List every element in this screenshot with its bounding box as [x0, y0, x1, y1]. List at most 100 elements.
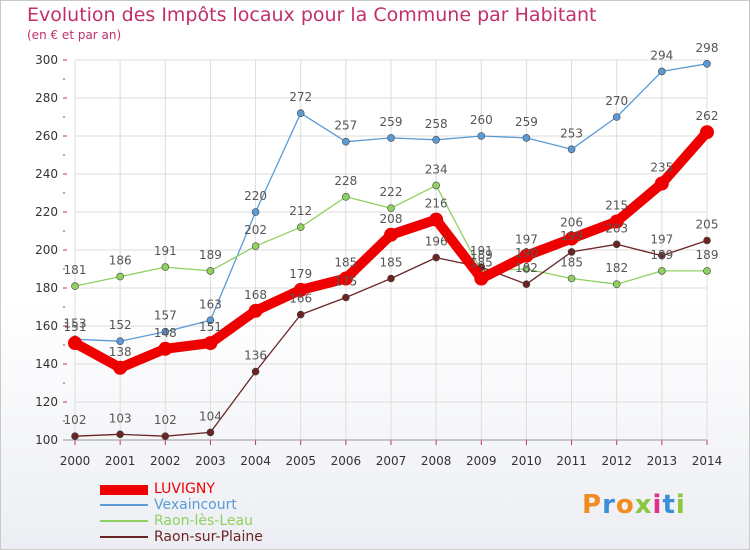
data-label-luvigny: 215 [605, 199, 628, 213]
data-label-raon-les-leau: 189 [470, 248, 493, 262]
x-tick-label: 2009 [466, 454, 497, 468]
data-label-vexaincourt: 260 [470, 113, 493, 127]
data-label-raon-les-leau: 212 [289, 204, 312, 218]
legend-label-raon-sur-plaine: Raon-sur-Plaine [154, 529, 263, 545]
data-point-luvigny [293, 282, 308, 297]
data-label-raon-les-leau: 234 [425, 162, 448, 176]
data-label-raon-les-leau: 228 [334, 174, 357, 188]
y-tick-label: 300 [35, 53, 58, 67]
data-label-vexaincourt: 153 [64, 316, 87, 330]
y-tick-label: 140 [35, 357, 58, 371]
data-label-raon-les-leau: 190 [515, 246, 538, 260]
data-label-luvigny: 208 [380, 212, 403, 226]
data-point-raon-les-leau [522, 265, 531, 273]
legend-item-vexaincourt: Vexaincourt [100, 497, 300, 513]
x-tick-label: 2012 [601, 454, 632, 468]
data-point-raon-les-leau [658, 267, 666, 275]
data-label-vexaincourt: 257 [334, 119, 357, 133]
logo-letter: P [582, 490, 603, 520]
data-point-luvigny [654, 176, 669, 191]
data-label-raon-sur-plaine: 185 [380, 256, 403, 270]
data-point-luvigny [474, 271, 489, 286]
data-point-raon-sur-plaine [251, 367, 260, 376]
data-point-vexaincourt [432, 136, 440, 144]
data-label-luvigny: 148 [154, 326, 177, 340]
y-tick-label: 100 [35, 433, 58, 447]
data-point-luvigny [248, 303, 263, 318]
data-point-luvigny [68, 336, 82, 351]
data-point-vexaincourt [477, 132, 486, 140]
data-point-vexaincourt [387, 134, 395, 142]
data-label-luvigny: 179 [289, 267, 312, 281]
x-tick-label: 2007 [376, 454, 407, 468]
data-point-luvigny [113, 360, 128, 375]
data-point-raon-sur-plaine [342, 293, 350, 302]
data-label-raon-sur-plaine: 196 [425, 235, 448, 249]
y-tick-label: 160 [35, 319, 58, 333]
data-label-raon-les-leau: 182 [605, 261, 628, 275]
data-label-raon-les-leau: 185 [560, 256, 583, 270]
data-point-raon-les-leau [71, 282, 79, 290]
data-label-raon-sur-plaine: 102 [154, 413, 177, 427]
data-point-vexaincourt [206, 316, 215, 325]
x-tick-label: 2000 [60, 454, 91, 468]
data-point-vexaincourt [567, 145, 576, 154]
data-point-raon-les-leau [296, 223, 305, 231]
data-label-raon-les-leau: 186 [109, 254, 132, 268]
data-label-raon-sur-plaine: 191 [470, 244, 493, 258]
data-label-raon-sur-plaine: 136 [244, 349, 267, 363]
data-point-vexaincourt [116, 337, 124, 346]
y-tick-label: 180 [35, 281, 58, 295]
data-label-vexaincourt: 258 [425, 117, 448, 131]
logo-letter: x [634, 490, 653, 520]
data-label-vexaincourt: 220 [244, 189, 267, 203]
data-point-raon-sur-plaine [71, 432, 79, 441]
x-tick-label: 2008 [421, 454, 452, 468]
data-point-luvigny [700, 125, 714, 140]
data-label-luvigny: 206 [560, 216, 583, 230]
data-point-raon-sur-plaine [658, 251, 666, 260]
data-point-vexaincourt [251, 208, 260, 216]
data-label-raon-sur-plaine: 104 [199, 409, 222, 423]
data-label-vexaincourt: 253 [560, 126, 583, 140]
logo-letter: i [652, 490, 663, 520]
data-point-raon-sur-plaine [296, 310, 305, 319]
data-point-vexaincourt [612, 113, 621, 121]
data-point-raon-sur-plaine [387, 274, 395, 283]
data-point-luvigny [203, 336, 218, 351]
data-point-raon-les-leau [342, 193, 350, 201]
y-tick-label: 240 [35, 167, 58, 181]
data-label-vexaincourt: 298 [696, 41, 719, 55]
data-point-luvigny [564, 231, 579, 246]
data-point-raon-les-leau [387, 204, 395, 212]
data-point-vexaincourt [522, 134, 531, 142]
data-point-raon-sur-plaine [432, 253, 440, 262]
data-label-vexaincourt: 294 [650, 48, 673, 62]
data-label-vexaincourt: 152 [109, 318, 132, 332]
data-point-raon-sur-plaine [206, 428, 215, 437]
data-point-raon-sur-plaine [567, 248, 576, 256]
legend-label-raon-les-leau: Raon-lès-Leau [154, 513, 253, 529]
data-point-raon-les-leau [567, 274, 576, 283]
data-point-raon-les-leau [161, 263, 170, 271]
data-label-luvigny: 197 [515, 233, 538, 247]
logo-letter: o [615, 490, 635, 520]
legend-label-luvigny: LUVIGNY [154, 481, 215, 497]
data-point-luvigny [609, 214, 624, 229]
x-tick-label: 2002 [150, 454, 181, 468]
y-tick-label: 220 [35, 205, 58, 219]
data-label-raon-sur-plaine: 175 [334, 275, 357, 289]
data-point-vexaincourt [703, 59, 711, 68]
legend-item-luvigny: LUVIGNY [100, 481, 300, 497]
x-tick-label: 2003 [195, 454, 226, 468]
data-label-luvigny: 168 [244, 288, 267, 302]
x-tick-label: 2001 [105, 454, 136, 468]
legend-item-raon-sur-plaine: Raon-sur-Plaine [100, 529, 300, 545]
data-point-vexaincourt [161, 327, 170, 336]
data-label-luvigny: 151 [64, 320, 87, 334]
data-point-vexaincourt [342, 137, 350, 146]
data-label-vexaincourt: 259 [515, 115, 538, 129]
data-label-raon-sur-plaine: 166 [289, 292, 312, 306]
data-point-raon-sur-plaine [161, 432, 170, 441]
logo-letter: r [602, 490, 616, 520]
